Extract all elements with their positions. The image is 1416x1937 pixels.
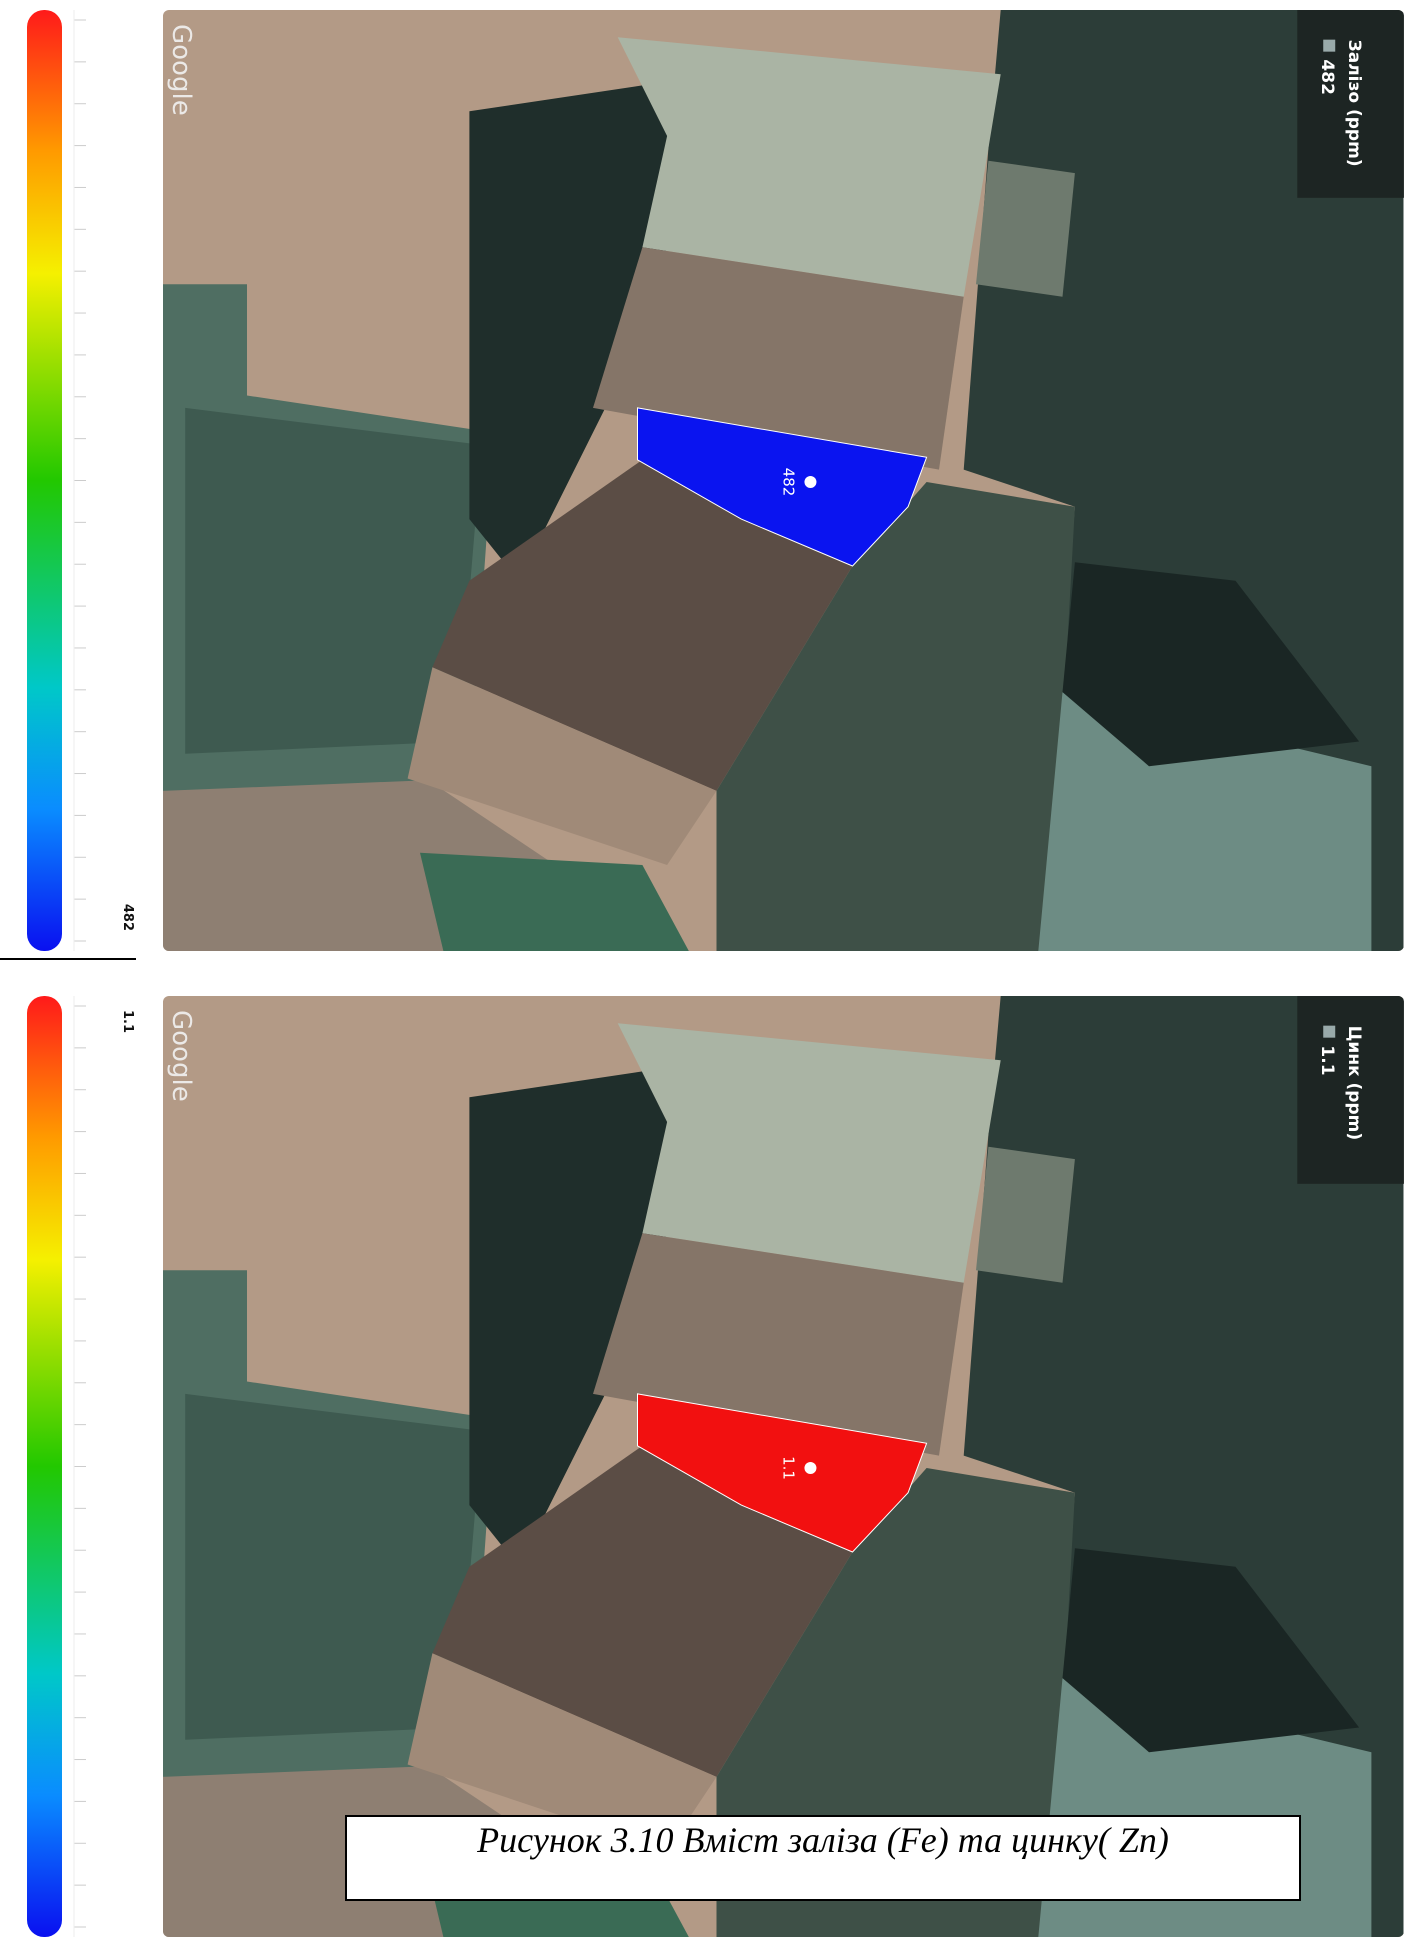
legend-value: 482 (1317, 59, 1337, 94)
caption: Рисунок 3.10 Вміст заліза (Fe) та цинку(… (476, 1820, 1169, 1860)
map-attribution: Google (166, 1010, 196, 1102)
colorbar-value: 1.1 (120, 1010, 135, 1033)
map-area (976, 1147, 1075, 1283)
colorbar (27, 996, 62, 1937)
legend-title: Залізо (ppm) (1344, 40, 1364, 167)
legend-value: 1.1 (1317, 1045, 1337, 1075)
map-attribution: Google (166, 24, 196, 116)
map-imagery: 482 Google Залізо (ppm) 482 (163, 10, 1404, 957)
map: 482 Google Залізо (ppm) 482 (163, 10, 1404, 957)
field-value: 1.1 (779, 1456, 797, 1480)
map: 1.1 Google Цинк (ppm) 1.1 (163, 996, 1404, 1937)
colorbar-value: 482 (120, 904, 135, 931)
field-point (804, 1462, 816, 1474)
legend-swatch (1323, 40, 1335, 52)
map-area (976, 161, 1075, 297)
page: 482 482 Google Залізо (ppm) 482 1.1 1.1 Google Ц… (0, 0, 1416, 1937)
legend-swatch (1323, 1026, 1335, 1038)
colorbar (27, 10, 62, 951)
map-imagery: 1.1 Google Цинк (ppm) 1.1 (163, 996, 1404, 1937)
field-point (804, 476, 816, 488)
legend-title: Цинк (ppm) (1344, 1026, 1364, 1140)
field-value: 482 (779, 468, 797, 497)
